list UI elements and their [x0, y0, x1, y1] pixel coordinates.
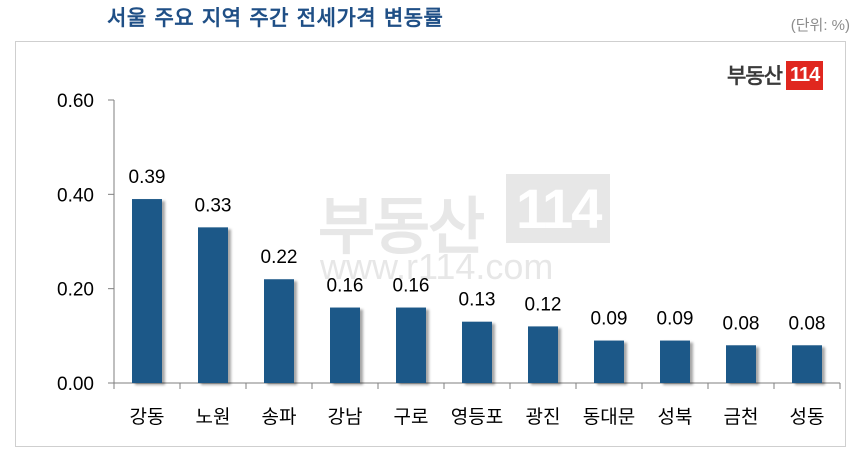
- y-tick-label: 0.00: [57, 374, 94, 395]
- bar: [528, 326, 558, 383]
- bar: [792, 345, 822, 383]
- bar: [726, 345, 756, 383]
- data-label: 0.22: [261, 247, 298, 268]
- chart-title: 서울 주요 지역 주간 전세가격 변동률: [107, 6, 444, 30]
- category-label: 광진: [526, 406, 561, 428]
- category-label: 성동: [790, 406, 825, 428]
- bar: [330, 307, 360, 383]
- data-label: 0.09: [657, 309, 694, 330]
- unit-label: (단위: %): [790, 17, 850, 34]
- chart-frame: [15, 41, 846, 447]
- data-label: 0.09: [591, 309, 628, 330]
- data-label: 0.12: [525, 294, 562, 315]
- bar: [594, 340, 624, 383]
- data-label: 0.33: [195, 195, 232, 216]
- y-tick-label: 0.20: [57, 280, 94, 301]
- category-label: 강남: [328, 406, 363, 428]
- data-label: 0.16: [327, 276, 364, 297]
- watermark-url: www.r114.com: [320, 246, 554, 287]
- category-label: 동대문: [583, 406, 635, 428]
- bar: [264, 279, 294, 383]
- bar: [132, 199, 162, 383]
- category-label: 강동: [130, 406, 165, 428]
- category-label: 성북: [658, 406, 693, 428]
- category-label: 금천: [724, 406, 759, 428]
- bar: [462, 321, 492, 383]
- logo-text: 부동산: [727, 64, 783, 88]
- data-label: 0.16: [393, 276, 430, 297]
- data-label: 0.08: [789, 313, 826, 334]
- data-label: 0.08: [723, 313, 760, 334]
- category-label: 구로: [394, 406, 429, 428]
- category-label: 송파: [262, 406, 297, 428]
- bar: [396, 307, 426, 383]
- bar: [198, 227, 228, 383]
- watermark-number: 114: [506, 174, 611, 243]
- bar: [660, 340, 690, 383]
- logo-number: 114: [785, 60, 824, 90]
- y-tick-label: 0.40: [57, 185, 94, 206]
- category-label: 노원: [196, 406, 231, 428]
- category-label: 영등포: [451, 406, 503, 428]
- data-label: 0.39: [129, 167, 166, 188]
- watermark-text: 부동산: [318, 190, 485, 263]
- data-label: 0.13: [459, 290, 496, 311]
- brand-logo: 부동산 114: [727, 58, 824, 92]
- y-tick-label: 0.60: [57, 91, 94, 112]
